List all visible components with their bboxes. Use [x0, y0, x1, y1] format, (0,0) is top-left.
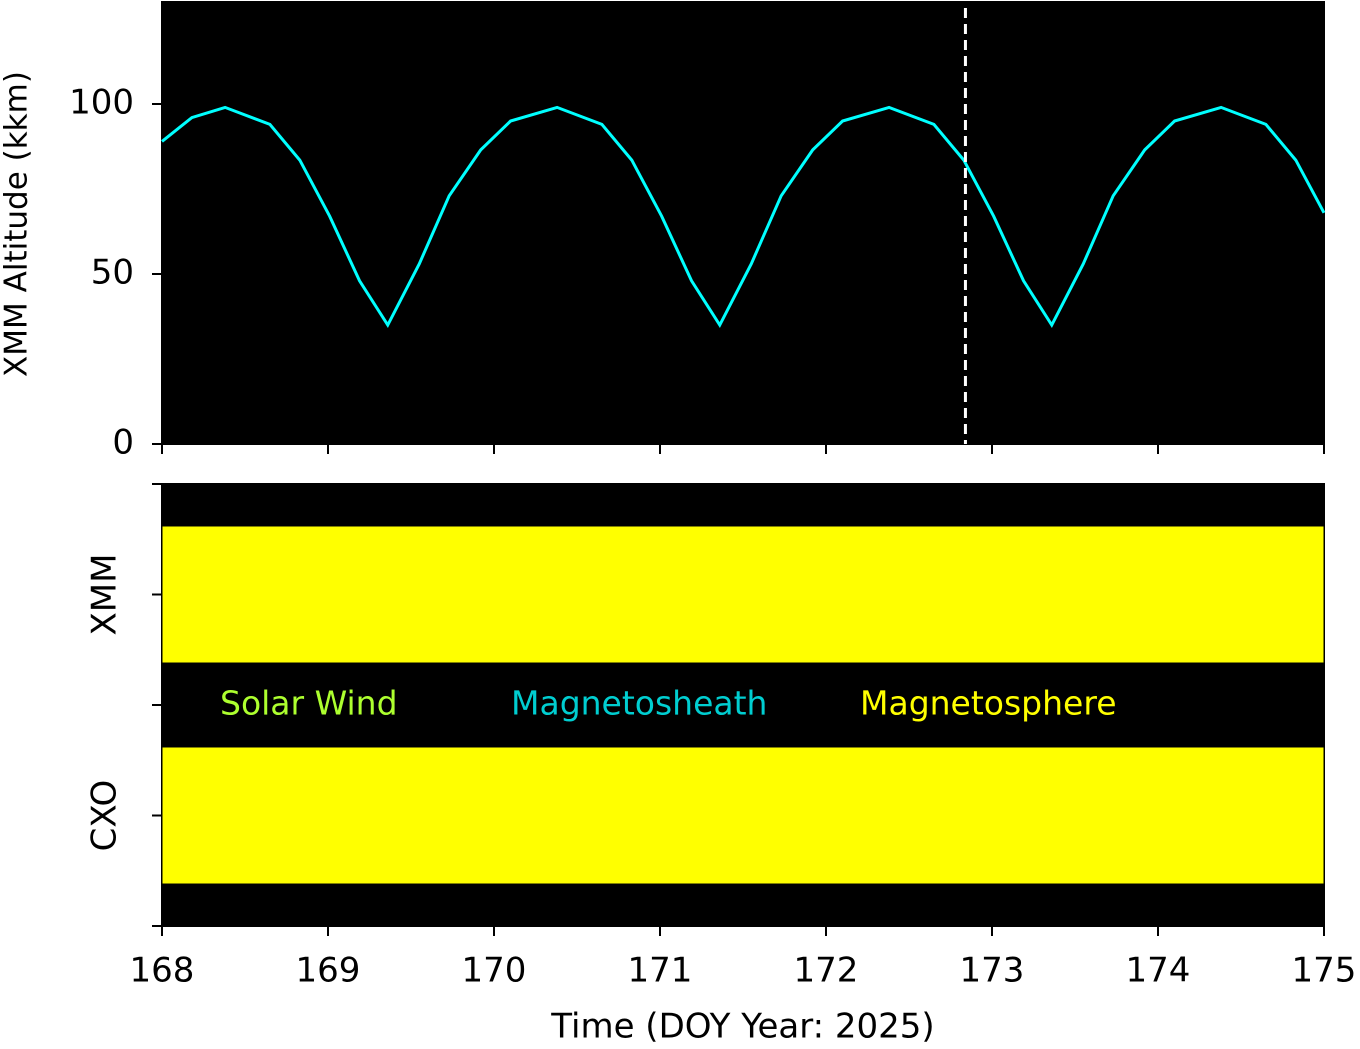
x-tick-label: 172 [794, 951, 859, 991]
x-tick-label: 171 [628, 951, 693, 991]
altitude-line [161, 105, 1326, 329]
x-tick-label: 173 [960, 951, 1025, 991]
x-tick-label: 168 [130, 951, 195, 991]
y-tick-label: 100 [69, 83, 134, 123]
plot-area [161, 1, 1325, 445]
region-bar [161, 525, 1325, 664]
region-bar [161, 746, 1325, 885]
row-label: XMM [85, 554, 125, 636]
legend-label: Solar Wind [220, 684, 398, 723]
legend-label: Magnetosheath [511, 684, 767, 723]
legend-label: Magnetosphere [860, 684, 1117, 723]
y-axis-label: XMM Altitude (kkm) [0, 71, 35, 377]
x-tick-label: 175 [1292, 951, 1357, 991]
x-tick-label: 170 [462, 951, 527, 991]
row-label: CXO [85, 780, 125, 852]
y-tick-label: 0 [112, 423, 134, 463]
y-tick-label: 50 [91, 253, 134, 293]
x-axis-label: Time (DOY Year: 2025) [550, 1007, 934, 1047]
x-tick-label: 169 [296, 951, 361, 991]
x-tick-label: 174 [1126, 951, 1191, 991]
